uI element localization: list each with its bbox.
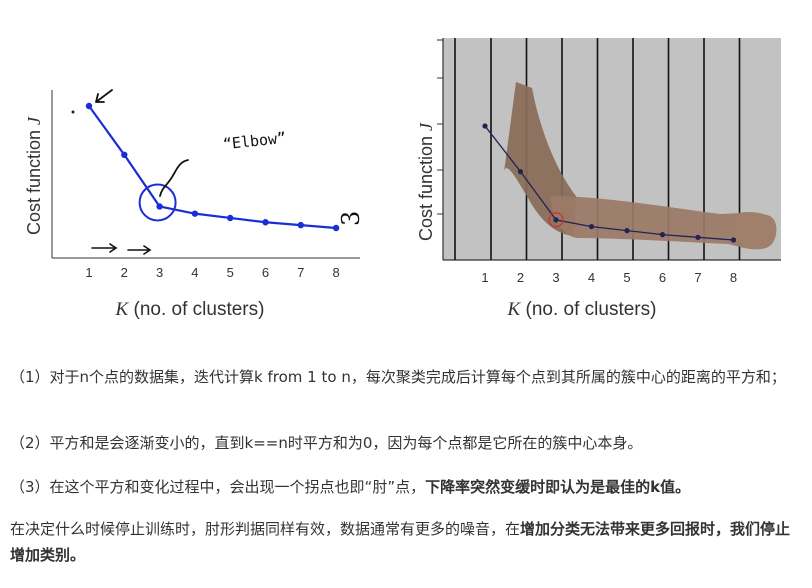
left-x-ticks: 1 2 3 4 5 6 7 8 bbox=[85, 265, 339, 280]
left-elbow-circle bbox=[138, 183, 177, 222]
paragraph-4-emphasis: 增加分类无法带来更多回报时，我们停止增加类别。 bbox=[10, 520, 791, 564]
left-data-points bbox=[85, 102, 340, 232]
elbow-pointer-icon bbox=[159, 159, 189, 197]
arm-illustration bbox=[504, 82, 777, 250]
data-point bbox=[695, 234, 701, 240]
right-cost-curve bbox=[484, 125, 734, 241]
x-tick-label: 5 bbox=[227, 265, 234, 280]
paragraph-3: （3）在这个平方和变化过程中，会出现一个拐点也即“肘”点，下降率突然变缓时即认为… bbox=[10, 474, 800, 500]
x-tick-label: 4 bbox=[588, 270, 595, 285]
data-point bbox=[332, 224, 340, 232]
right-elbow-marker bbox=[548, 212, 564, 228]
x-tick-label: 8 bbox=[730, 270, 737, 285]
data-point bbox=[262, 219, 269, 226]
data-point bbox=[482, 123, 488, 129]
left-cost-curve bbox=[88, 105, 337, 230]
data-point bbox=[730, 237, 737, 243]
right-x-axis-label: K (no. of clusters) bbox=[507, 299, 657, 320]
x-tick-label: 3 bbox=[156, 265, 163, 280]
left-chart: 1 2 3 4 5 6 7 8 Cost function J K (no. of clust… bbox=[24, 89, 365, 320]
forward-arrow-icon-2 bbox=[127, 245, 152, 255]
elbow-method-figures: 1 2 3 4 5 6 7 8 Cost function J K (no. of clust… bbox=[24, 38, 781, 320]
data-point bbox=[227, 214, 234, 222]
data-point bbox=[659, 232, 666, 238]
x-tick-label: 2 bbox=[517, 270, 524, 285]
end-annotation: 3 bbox=[337, 211, 365, 226]
hand-shape bbox=[734, 212, 777, 249]
elbow-annotation: “Elbow” bbox=[222, 129, 287, 154]
x-tick-label: 2 bbox=[121, 265, 128, 280]
x-tick-label: 8 bbox=[332, 265, 339, 280]
x-tick-label: 1 bbox=[85, 265, 92, 280]
right-y-axis-label: Cost function J bbox=[416, 122, 436, 241]
data-point bbox=[85, 102, 93, 110]
data-point bbox=[624, 228, 630, 234]
x-tick-label: 3 bbox=[552, 270, 559, 285]
data-point bbox=[517, 169, 524, 175]
data-point bbox=[156, 203, 163, 210]
paragraph-4-text: 在决定什么时候停止训练时，肘形判据同样有效，数据通常有更多的噪音，在 bbox=[10, 520, 521, 538]
paragraph-3-emphasis: 下降率突然变缓时即认为是最佳的k值。 bbox=[425, 478, 691, 496]
data-point bbox=[588, 223, 595, 230]
left-x-axis-label: K (no. of clusters) bbox=[115, 299, 265, 320]
right-x-ticks: 1 2 3 4 5 6 7 8 bbox=[481, 270, 737, 285]
paragraph-4: 在决定什么时候停止训练时，肘形判据同样有效，数据通常有更多的噪音，在增加分类无法… bbox=[10, 516, 800, 568]
left-stray-dot bbox=[71, 110, 75, 114]
x-tick-label: 4 bbox=[191, 265, 198, 280]
paragraph-2: （2）平方和是会逐渐变小的，直到k==n时平方和为0，因为每个点都是它所在的簇中… bbox=[10, 434, 643, 452]
x-tick-label: 7 bbox=[694, 270, 701, 285]
right-chart: 1 2 3 4 5 6 7 8 Cost function J K (no. of clust… bbox=[416, 38, 781, 320]
x-tick-label: 5 bbox=[623, 270, 630, 285]
data-point bbox=[553, 217, 559, 223]
left-y-axis-label: Cost function J bbox=[24, 116, 44, 235]
x-tick-label: 7 bbox=[297, 265, 304, 280]
data-point bbox=[191, 210, 199, 217]
right-data-points bbox=[482, 123, 737, 243]
pointer-arrow-icon bbox=[95, 89, 113, 103]
right-y-ticks bbox=[437, 39, 443, 215]
data-point bbox=[297, 221, 304, 229]
x-tick-label: 1 bbox=[481, 270, 488, 285]
paragraph-3-text: （3）在这个平方和变化过程中，会出现一个拐点也即“肘”点， bbox=[10, 478, 426, 496]
forearm-shape bbox=[550, 196, 777, 250]
forward-arrow-icon-1 bbox=[91, 243, 118, 253]
paragraph-1: （1）对于n个点的数据集，迭代计算k from 1 to n，每次聚类完成后计算… bbox=[10, 368, 786, 386]
data-point bbox=[121, 151, 128, 158]
x-tick-label: 6 bbox=[262, 265, 269, 280]
x-tick-label: 6 bbox=[659, 270, 666, 285]
